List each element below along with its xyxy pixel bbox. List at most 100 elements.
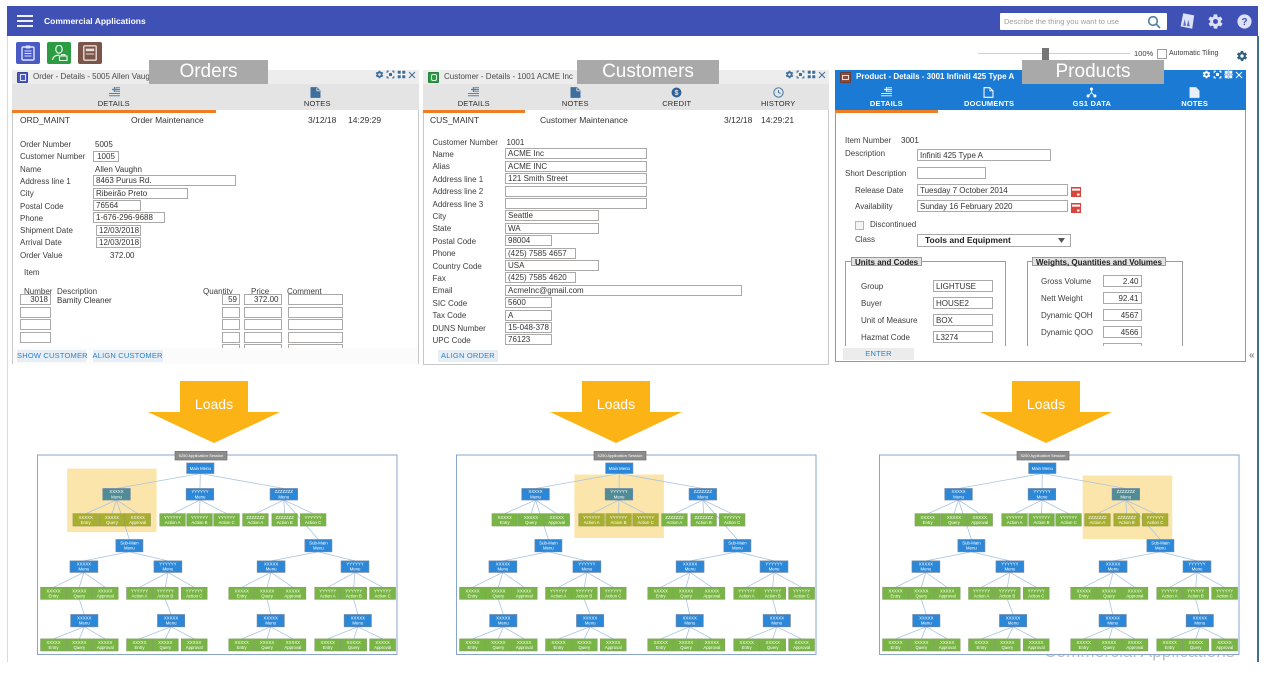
- svg-text:XXXXX: XXXXX: [1193, 616, 1207, 621]
- svg-text:XXXXX: XXXXX: [1102, 640, 1116, 645]
- svg-text:Action B: Action B: [157, 593, 173, 598]
- svg-text:YYYYYY: YYYYYY: [973, 588, 990, 593]
- svg-text:Menu: Menu: [771, 621, 782, 626]
- svg-text:YYYYYY: YYYYYY: [1033, 515, 1050, 520]
- svg-text:YYYYYY: YYYYYY: [218, 515, 235, 520]
- svg-text:Query: Query: [915, 645, 928, 650]
- svg-text:Action C: Action C: [637, 520, 653, 525]
- svg-text:XXXXX: XXXXX: [524, 515, 538, 520]
- svg-text:XXXXX: XXXXX: [286, 640, 300, 645]
- svg-text:Action B: Action B: [1033, 520, 1049, 525]
- svg-text:Entry: Entry: [237, 645, 248, 650]
- svg-text:Entry: Entry: [500, 520, 511, 525]
- svg-text:Query: Query: [492, 593, 505, 598]
- svg-text:Approval: Approval: [374, 645, 391, 650]
- svg-text:Action A: Action A: [165, 520, 181, 525]
- svg-text:Menu: Menu: [313, 546, 324, 551]
- svg-text:Query: Query: [261, 593, 274, 598]
- svg-text:Query: Query: [525, 520, 538, 525]
- svg-text:YYYYYY: YYYYYY: [765, 562, 782, 567]
- svg-text:XXXXX: XXXXX: [1128, 640, 1142, 645]
- svg-text:ZZZZZZZ: ZZZZZZZ: [275, 489, 294, 494]
- svg-text:XXXXX: XXXXX: [973, 515, 987, 520]
- svg-text:Menu: Menu: [352, 621, 363, 626]
- svg-text:Action A: Action A: [584, 520, 600, 525]
- svg-text:XXXXX: XXXXX: [654, 588, 668, 593]
- svg-text:Approval: Approval: [97, 645, 114, 650]
- svg-text:Entry: Entry: [237, 593, 248, 598]
- svg-text:YYYYYY: YYYYYY: [186, 588, 203, 593]
- svg-text:Menu: Menu: [265, 621, 276, 626]
- svg-text:XXXXX: XXXXX: [321, 640, 335, 645]
- svg-text:YYYYYY: YYYYYY: [164, 515, 181, 520]
- svg-text:YYYYYY: YYYYYY: [576, 588, 593, 593]
- svg-text:YYYYYY: YYYYYY: [550, 588, 567, 593]
- svg-text:XXXXX: XXXXX: [79, 515, 93, 520]
- svg-text:Menu: Menu: [1005, 567, 1016, 572]
- svg-text:Query: Query: [73, 593, 86, 598]
- svg-text:Entry: Entry: [467, 645, 478, 650]
- svg-text:Action B: Action B: [1119, 520, 1135, 525]
- svg-text:Approval: Approval: [186, 645, 203, 650]
- svg-text:Menu: Menu: [79, 621, 90, 626]
- svg-text:Action B: Action B: [1188, 593, 1204, 598]
- svg-text:YYYYYY: YYYYYY: [610, 489, 627, 494]
- svg-text:ZZZZZZZ: ZZZZZZZ: [1118, 515, 1137, 520]
- svg-text:Sub-Main: Sub-Main: [728, 541, 747, 546]
- svg-text:Approval: Approval: [97, 593, 114, 598]
- svg-text:XXXXX: XXXXX: [517, 588, 531, 593]
- svg-text:XXXXX: XXXXX: [528, 489, 542, 494]
- svg-text:Menu: Menu: [921, 621, 932, 626]
- svg-text:Entry: Entry: [553, 645, 564, 650]
- svg-text:Action C: Action C: [1216, 593, 1232, 598]
- svg-text:XXXXX: XXXXX: [98, 588, 112, 593]
- svg-text:XXXXX: XXXXX: [235, 588, 249, 593]
- svg-text:ZZZZZZZ: ZZZZZZZ: [276, 515, 295, 520]
- svg-text:Action B: Action B: [696, 520, 712, 525]
- svg-text:YYYYYY: YYYYYY: [1028, 588, 1045, 593]
- svg-text:XXXXX: XXXXX: [77, 616, 91, 621]
- svg-text:YYYYYY: YYYYYY: [1033, 489, 1050, 494]
- svg-text:?: ?: [1241, 17, 1247, 28]
- svg-text:ZZZZZZZ: ZZZZZZZ: [1088, 515, 1107, 520]
- svg-text:YYYYYY: YYYYYY: [764, 588, 781, 593]
- svg-text:XXXXX: XXXXX: [264, 562, 278, 567]
- svg-text:XXXXX: XXXXX: [1189, 640, 1203, 645]
- svg-text:Action A: Action A: [739, 593, 755, 598]
- svg-text:Action B: Action B: [277, 520, 293, 525]
- svg-text:XXXXX: XXXXX: [1029, 640, 1043, 645]
- svg-text:Entry: Entry: [1079, 593, 1090, 598]
- svg-text:YYYYYY: YYYYYY: [738, 588, 755, 593]
- svg-text:Menu: Menu: [1107, 621, 1118, 626]
- svg-text:Approval: Approval: [939, 593, 956, 598]
- svg-text:Query: Query: [106, 520, 119, 525]
- svg-text:Query: Query: [261, 645, 274, 650]
- svg-text:YYYYYY: YYYYYY: [1216, 588, 1233, 593]
- svg-text:XXXXX: XXXXX: [1102, 588, 1116, 593]
- svg-text:XXXXX: XXXXX: [577, 640, 591, 645]
- svg-text:XXXXX: XXXXX: [491, 640, 505, 645]
- svg-text:YYYYYY: YYYYYY: [637, 515, 654, 520]
- svg-text:Menu: Menu: [1108, 567, 1119, 572]
- svg-text:XXXXX: XXXXX: [606, 640, 620, 645]
- svg-text:Query: Query: [680, 593, 693, 598]
- svg-text:Action C: Action C: [218, 520, 234, 525]
- svg-text:Query: Query: [492, 645, 505, 650]
- svg-text:Menu: Menu: [124, 546, 135, 551]
- svg-text:YYYYYY: YYYYYY: [1146, 515, 1163, 520]
- svg-text:Sub-Main: Sub-Main: [120, 541, 139, 546]
- svg-text:Action A: Action A: [1007, 520, 1023, 525]
- svg-text:XXXXX: XXXXX: [770, 616, 784, 621]
- svg-text:YYYYYY: YYYYYY: [1006, 515, 1023, 520]
- svg-text:Approval: Approval: [971, 520, 988, 525]
- svg-text:YYYYYY: YYYYYY: [578, 562, 595, 567]
- svg-text:XXXXX: XXXXX: [940, 640, 954, 645]
- svg-text:Query: Query: [767, 645, 780, 650]
- svg-text:Action B: Action B: [999, 593, 1015, 598]
- svg-text:XXXXX: XXXXX: [766, 640, 780, 645]
- svg-text:Entry: Entry: [467, 593, 478, 598]
- svg-text:Main Menu: Main Menu: [1032, 466, 1054, 471]
- svg-text:Query: Query: [1103, 593, 1116, 598]
- svg-text:Sub-Main: Sub-Main: [962, 541, 981, 546]
- svg-text:XXXXX: XXXXX: [286, 588, 300, 593]
